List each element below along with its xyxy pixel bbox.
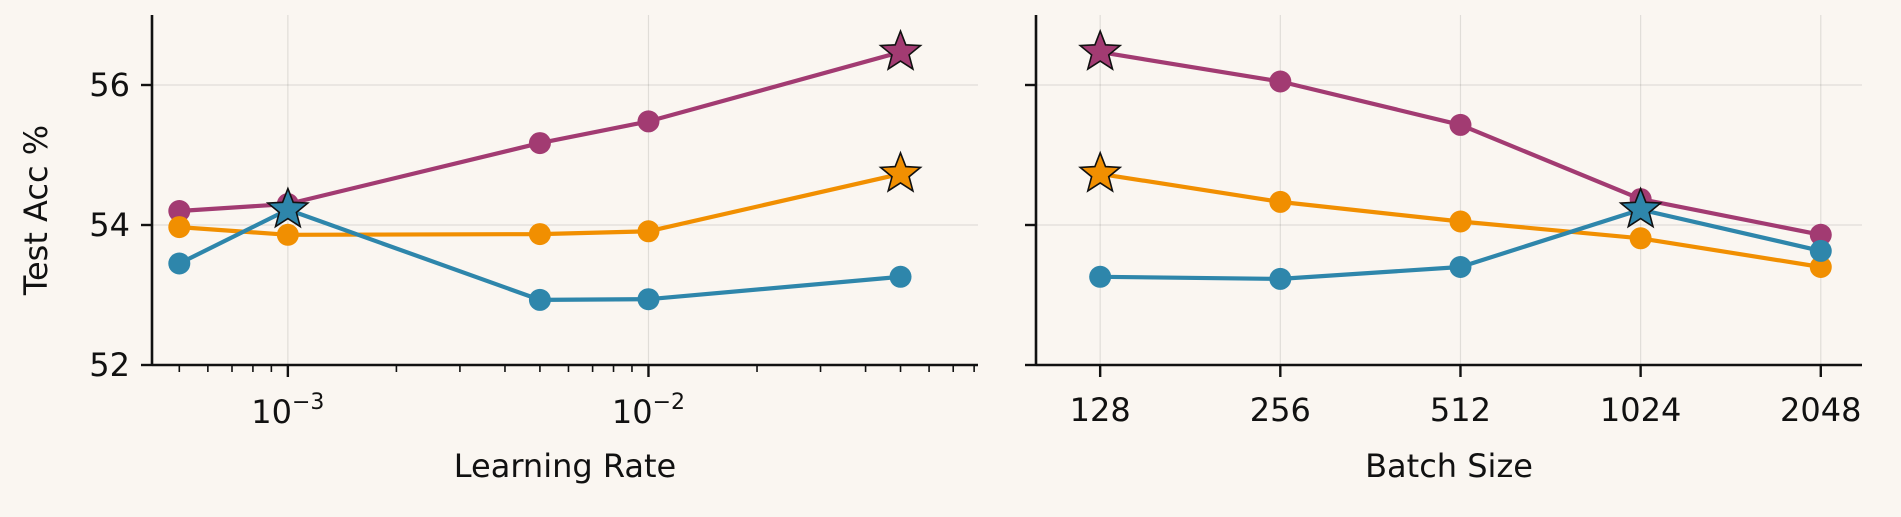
data-point bbox=[1449, 113, 1472, 136]
data-point bbox=[1809, 256, 1832, 278]
data-point bbox=[1629, 227, 1652, 250]
data-point bbox=[1809, 223, 1832, 246]
data-point bbox=[528, 223, 551, 246]
data-point bbox=[168, 200, 191, 222]
data-point bbox=[168, 216, 191, 239]
data-point bbox=[168, 252, 191, 275]
y-tick-label: 54 bbox=[89, 206, 130, 244]
x-axis-title: Batch Size bbox=[1365, 447, 1533, 485]
data-point bbox=[1089, 265, 1112, 288]
data-point bbox=[528, 132, 551, 155]
data-point bbox=[1449, 256, 1472, 278]
data-point bbox=[1449, 210, 1472, 233]
x-tick-label: 1024 bbox=[1600, 391, 1681, 429]
data-point bbox=[1269, 267, 1292, 290]
data-point bbox=[637, 288, 660, 311]
panel-batch-size: 128 256 512 1024 2048 Batch Size bbox=[1025, 15, 1862, 485]
best-point-star bbox=[878, 28, 923, 71]
data-point bbox=[1809, 239, 1832, 262]
best-point-star bbox=[265, 186, 310, 229]
data-point bbox=[637, 110, 660, 133]
data-point bbox=[1269, 190, 1292, 213]
x-tick-label: 128 bbox=[1070, 391, 1131, 429]
y-axis-title: Test Acc % bbox=[17, 125, 55, 296]
best-point-star bbox=[878, 150, 923, 193]
x-tick-label: 256 bbox=[1250, 391, 1311, 429]
x-tick-label: 512 bbox=[1430, 391, 1491, 429]
best-point-star bbox=[1078, 150, 1123, 193]
panel-learning-rate: 52 54 56 10−3 10−2 Learning Rate bbox=[89, 15, 978, 485]
x-tick-label: 2048 bbox=[1780, 391, 1861, 429]
data-point bbox=[528, 288, 551, 311]
y-tick-label: 52 bbox=[89, 346, 130, 384]
data-point bbox=[637, 220, 660, 243]
x-tick-label: 10−3 bbox=[251, 390, 324, 431]
data-point bbox=[1269, 70, 1292, 93]
x-tick-label: 10−2 bbox=[612, 390, 685, 431]
data-point bbox=[889, 265, 912, 288]
x-axis-title: Learning Rate bbox=[454, 447, 676, 485]
y-tick-label: 56 bbox=[89, 66, 130, 104]
best-point-star bbox=[1078, 28, 1123, 71]
best-point-star bbox=[1618, 186, 1663, 229]
data-point bbox=[276, 223, 299, 246]
